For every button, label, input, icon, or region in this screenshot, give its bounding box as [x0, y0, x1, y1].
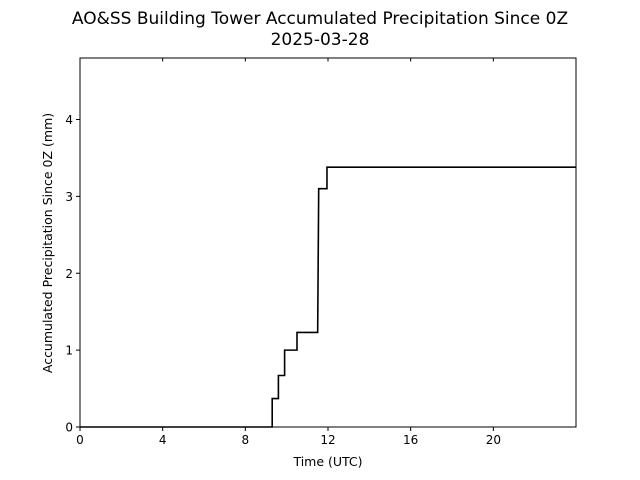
y-tick-label: 2: [65, 267, 73, 281]
plot-frame: [79, 57, 577, 428]
x-tick-label: 12: [320, 433, 335, 447]
y-tick-label: 3: [65, 190, 73, 204]
chart-title: AO&SS Building Tower Accumulated Precipi…: [72, 9, 568, 29]
x-tick-label: 4: [159, 433, 167, 447]
x-tick-label: 16: [403, 433, 418, 447]
x-tick-label: 20: [486, 433, 501, 447]
y-axis: 0 1 2 3 4: [65, 113, 80, 435]
y-tick-label: 1: [65, 344, 73, 358]
y-tick-label: 0: [65, 421, 73, 435]
y-tick-label: 4: [65, 113, 73, 127]
x-axis: 0 4 8 12 16 20: [76, 58, 501, 447]
x-tick-label: 8: [242, 433, 250, 447]
chart-subtitle: 2025-03-28: [271, 30, 370, 50]
plot-area: [79, 57, 577, 428]
x-tick-label: 0: [76, 433, 84, 447]
y-axis-label: Accumulated Precipitation Since 0Z (mm): [40, 113, 55, 373]
x-axis-label: Time (UTC): [292, 454, 362, 469]
series-line-0: [80, 166, 576, 428]
